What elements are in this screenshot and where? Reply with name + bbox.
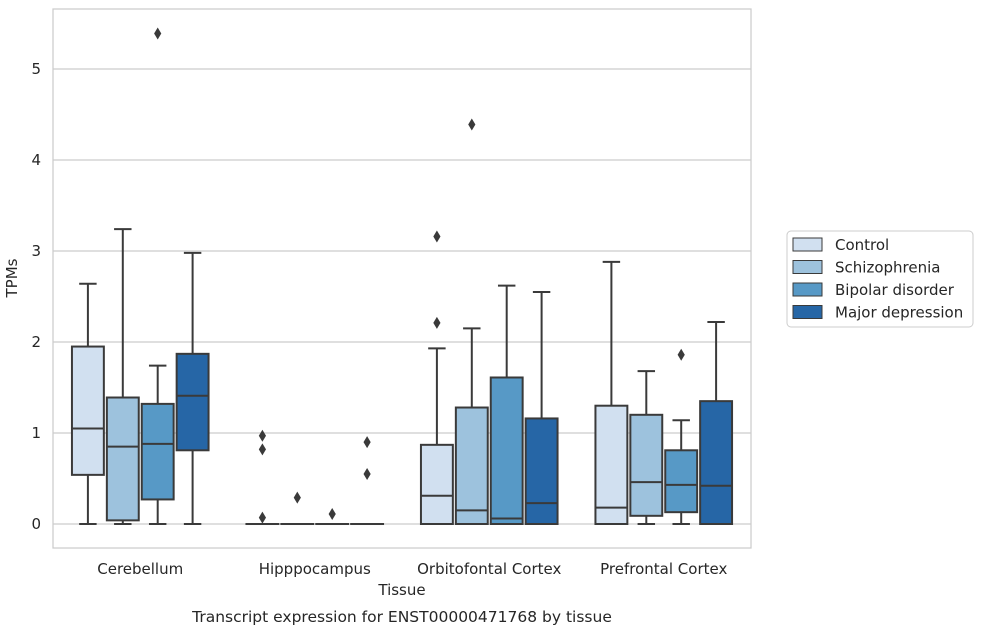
y-tick-label: 0	[31, 515, 41, 533]
legend-swatch	[792, 305, 823, 319]
legend-swatch	[792, 260, 823, 274]
plot-frame	[52, 8, 752, 549]
outlier-point	[258, 511, 266, 524]
outlier-point	[328, 507, 336, 520]
outlier-point	[433, 230, 441, 243]
box-control	[419, 230, 454, 525]
box-iqr	[664, 449, 699, 514]
outlier-point	[258, 443, 266, 456]
box-schizophrenia	[280, 491, 315, 526]
box-iqr	[419, 443, 454, 525]
y-axis-label: TPMs	[3, 258, 21, 298]
box-schizophrenia	[105, 228, 140, 525]
box-iqr	[489, 376, 524, 525]
box-major-depression	[699, 320, 734, 525]
outlier-point	[258, 429, 266, 442]
box-bipolar-disorder	[489, 284, 524, 525]
legend: Control Schizophrenia Bipolar disorder Majo…	[786, 230, 974, 328]
box-major-depression	[175, 251, 210, 525]
box-iqr	[629, 413, 664, 517]
y-tick-label: 2	[31, 333, 41, 351]
x-axis-label: Tissue	[377, 581, 425, 599]
x-tick-label: Prefrontal Cortex	[600, 560, 727, 578]
outlier-point	[468, 118, 476, 131]
x-tick-labels: Cerebellum Hipppocampus Orbitofontal Corte…	[97, 560, 727, 578]
box-iqr	[594, 404, 629, 526]
box-control	[245, 429, 280, 526]
box-iqr	[70, 345, 105, 476]
box-schizophrenia	[454, 118, 489, 525]
x-tick-label: Orbitofontal Cortex	[417, 560, 561, 578]
box-major-depression	[350, 436, 385, 526]
y-tick-label: 4	[31, 151, 41, 169]
y-tick-label: 1	[31, 424, 41, 442]
box-bipolar-disorder	[664, 348, 699, 525]
legend-label: Control	[835, 236, 889, 254]
outlier-point	[293, 491, 301, 504]
box-iqr	[105, 396, 140, 522]
outlier-point	[154, 27, 162, 40]
box-iqr	[699, 400, 734, 525]
outlier-point	[677, 348, 685, 361]
box-schizophrenia	[629, 370, 664, 525]
y-tick-label: 5	[31, 60, 41, 78]
box-major-depression	[524, 290, 559, 525]
outlier-point	[363, 436, 371, 449]
y-tick-labels: 0 1 2 3 4 5	[31, 60, 41, 533]
legend-swatch	[792, 237, 823, 252]
outlier-point	[363, 467, 371, 480]
box-iqr	[140, 402, 175, 501]
legend-label: Major depression	[835, 304, 963, 322]
legend-swatch	[792, 282, 823, 297]
x-tick-label: Hipppocampus	[259, 560, 371, 578]
legend-label: Bipolar disorder	[835, 281, 955, 299]
box-control	[70, 282, 105, 525]
y-tick-label: 3	[31, 242, 41, 260]
box-iqr	[454, 406, 489, 525]
box-iqr	[175, 352, 210, 452]
box-bipolar-disorder	[140, 27, 175, 525]
chart-caption: Transcript expression for ENST0000047176…	[191, 608, 612, 626]
legend-frame	[786, 230, 974, 328]
box-control	[594, 260, 629, 526]
box-iqr	[524, 417, 559, 525]
legend-label: Schizophrenia	[835, 259, 940, 277]
box-bipolar-disorder	[315, 507, 350, 526]
x-tick-label: Cerebellum	[97, 560, 183, 578]
box-series	[70, 27, 734, 526]
outlier-point	[433, 316, 441, 329]
